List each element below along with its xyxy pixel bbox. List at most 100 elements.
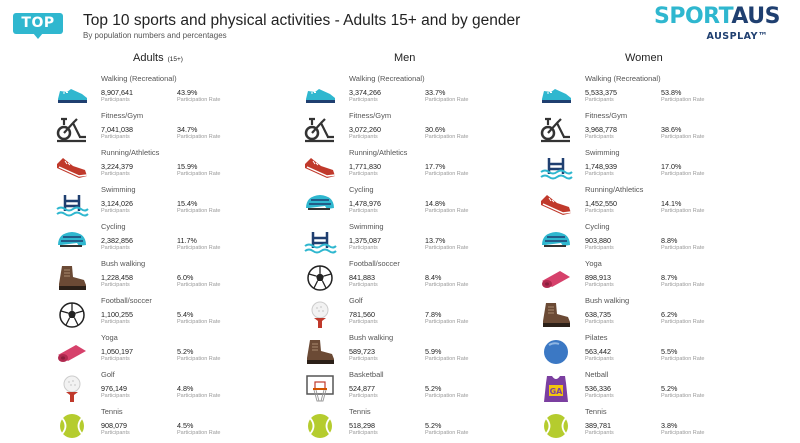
activity-name: Football/soccer — [101, 296, 152, 305]
running-shoe-icon — [303, 152, 337, 182]
page-subtitle: By population numbers and percentages — [83, 31, 227, 40]
participation-rate-value: 13.7% — [425, 236, 446, 245]
activity-item-cycling: Cycling 1,478,976 14.8% Participants Partici… — [303, 185, 553, 222]
participants-value: 3,224,379 — [101, 162, 133, 171]
participants-value: 7,041,038 — [101, 125, 133, 134]
activity-item-basketball: Basketball 524,877 5.2% Participants Partici… — [303, 370, 553, 407]
activity-name: Swimming — [585, 148, 620, 157]
hiking-boot-icon — [303, 337, 337, 367]
participation-rate-label: Participation Rate — [661, 282, 705, 288]
top10-badge: TOP 10 — [13, 11, 63, 52]
swimming-icon — [303, 226, 337, 256]
page-title: Top 10 sports and physical activities - … — [83, 12, 521, 29]
participation-rate-value: 6.0% — [177, 273, 194, 282]
activity-item-walking-recreational: Walking (Recreational) 8,907,641 43.9% Part… — [55, 74, 305, 111]
participants-label: Participants — [349, 245, 378, 251]
netball-bib-icon: GA — [539, 374, 573, 404]
activity-name: Pilates — [585, 333, 608, 342]
men-heading: Men — [394, 52, 416, 64]
participants-value: 536,336 — [585, 384, 611, 393]
participants-label: Participants — [101, 245, 130, 251]
participants-value: 518,298 — [349, 421, 375, 430]
activity-item-bush-walking: Bush walking 589,723 5.9% Participants Parti… — [303, 333, 553, 370]
women-heading: Women — [625, 52, 663, 64]
activity-item-bush-walking: Bush walking 638,735 6.2% Participants Parti… — [539, 296, 789, 333]
participation-rate-value: 38.6% — [661, 125, 682, 134]
activity-item-walking-recreational: Walking (Recreational) 5,533,375 53.8% Part… — [539, 74, 789, 111]
participation-rate-label: Participation Rate — [425, 208, 469, 214]
svg-text:GA: GA — [550, 387, 564, 396]
participants-value: 976,149 — [101, 384, 127, 393]
activity-name: Tennis — [585, 407, 607, 416]
participants-value: 638,735 — [585, 310, 611, 319]
participants-label: Participants — [101, 208, 130, 214]
participation-rate-label: Participation Rate — [177, 356, 221, 362]
activity-name: Yoga — [585, 259, 602, 268]
participation-rate-label: Participation Rate — [425, 356, 469, 362]
exercise-bike-icon — [539, 115, 573, 145]
activity-item-running-athletics: Running/Athletics 1,452,550 14.1% Participa… — [539, 185, 789, 222]
activity-name: Netball — [585, 370, 609, 379]
participants-label: Participants — [585, 208, 614, 214]
participants-value: 841,883 — [349, 273, 375, 282]
activity-name: Bush walking — [349, 333, 394, 342]
hiking-boot-icon — [55, 263, 89, 293]
activity-item-fitness-gym: Fitness/Gym 3,072,260 30.6% Participants Par… — [303, 111, 553, 148]
participants-label: Participants — [349, 134, 378, 140]
participation-rate-label: Participation Rate — [425, 171, 469, 177]
activity-name: Football/soccer — [349, 259, 400, 268]
activity-item-tennis: Tennis 908,079 4.5% Participants Participati… — [55, 407, 305, 443]
participation-rate-label: Participation Rate — [177, 134, 221, 140]
participants-value: 903,880 — [585, 236, 611, 245]
participants-value: 1,478,976 — [349, 199, 381, 208]
activity-name: Walking (Recreational) — [349, 74, 425, 83]
participation-rate-value: 14.8% — [425, 199, 446, 208]
activity-name: Swimming — [349, 222, 384, 231]
activity-name: Cycling — [101, 222, 126, 231]
activity-name: Tennis — [101, 407, 123, 416]
participants-value: 3,072,260 — [349, 125, 381, 134]
participants-value: 2,382,856 — [101, 236, 133, 245]
golf-ball-icon — [55, 374, 89, 404]
participants-label: Participants — [101, 97, 130, 103]
tennis-ball-icon — [539, 411, 573, 441]
participants-label: Participants — [585, 97, 614, 103]
participants-label: Participants — [101, 319, 130, 325]
activity-item-swimming: Swimming 1,375,087 13.7% Participants Partic… — [303, 222, 553, 259]
participants-label: Participants — [349, 356, 378, 362]
participation-rate-label: Participation Rate — [661, 393, 705, 399]
participation-rate-label: Participation Rate — [661, 97, 705, 103]
participation-rate-label: Participation Rate — [425, 393, 469, 399]
activity-item-bush-walking: Bush walking 1,228,458 6.0% Participants Par… — [55, 259, 305, 296]
participants-label: Participants — [585, 171, 614, 177]
activity-item-cycling: Cycling 2,382,856 11.7% Participants Partici… — [55, 222, 305, 259]
participation-rate-value: 5.2% — [177, 347, 194, 356]
participants-label: Participants — [349, 208, 378, 214]
participants-value: 563,442 — [585, 347, 611, 356]
activity-item-running-athletics: Running/Athletics 3,224,379 15.9% Participa… — [55, 148, 305, 185]
participation-rate-label: Participation Rate — [425, 134, 469, 140]
participation-rate-value: 17.7% — [425, 162, 446, 171]
participation-rate-label: Participation Rate — [177, 393, 221, 399]
participation-rate-label: Participation Rate — [177, 245, 221, 251]
participation-rate-label: Participation Rate — [177, 208, 221, 214]
participants-label: Participants — [585, 319, 614, 325]
participants-value: 781,560 — [349, 310, 375, 319]
cycling-helmet-icon — [539, 226, 573, 256]
activity-item-yoga: Yoga 898,913 8.7% Participants Participation… — [539, 259, 789, 296]
participants-label: Participants — [101, 282, 130, 288]
participants-value: 1,748,939 — [585, 162, 617, 171]
exercise-bike-icon — [55, 115, 89, 145]
participation-rate-label: Participation Rate — [661, 319, 705, 325]
activity-item-yoga: Yoga 1,050,197 5.2% Participants Participati… — [55, 333, 305, 370]
yoga-mat-icon — [539, 263, 573, 293]
activity-item-golf: Golf 781,560 7.8% Participants Participation… — [303, 296, 553, 333]
participants-value: 1,771,830 — [349, 162, 381, 171]
participation-rate-value: 8.4% — [425, 273, 442, 282]
participation-rate-label: Participation Rate — [425, 282, 469, 288]
logo-subtitle: AUSPLAY™ — [706, 31, 768, 42]
participation-rate-label: Participation Rate — [425, 430, 469, 436]
activity-item-football-soccer: Football/soccer 841,883 8.4% Participants Pa… — [303, 259, 553, 296]
activity-item-swimming: Swimming 1,748,939 17.0% Participants Partic… — [539, 148, 789, 185]
activity-name: Basketball — [349, 370, 384, 379]
